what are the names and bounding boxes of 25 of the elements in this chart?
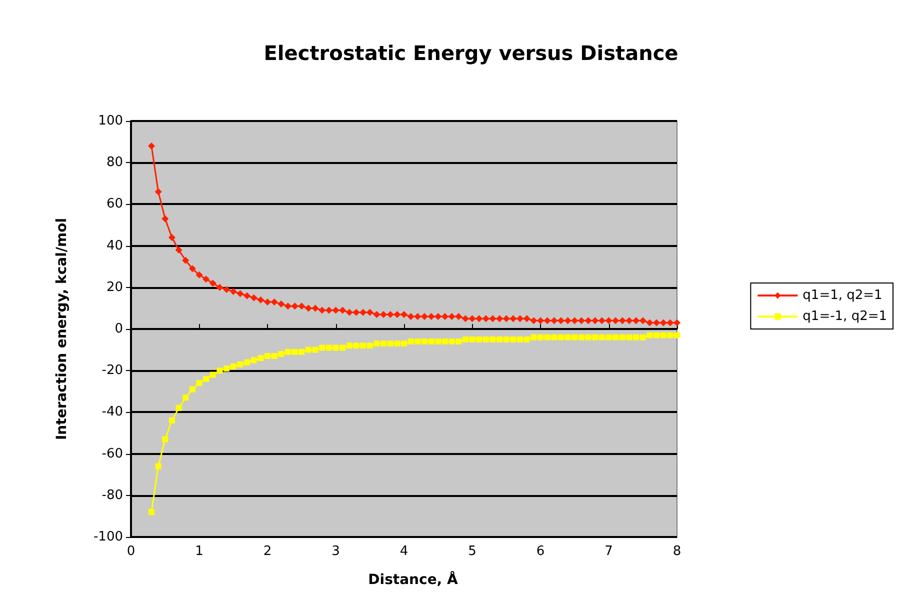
y-tick-label: -20 xyxy=(102,363,123,378)
legend-label: q1=-1, q2=1 xyxy=(802,309,888,324)
y-tick-label: 0 xyxy=(114,322,123,336)
x-tick-label: 4 xyxy=(400,544,408,559)
y-tick-label: 80 xyxy=(106,155,123,170)
y-tick-label: -100 xyxy=(93,530,123,544)
y-tick-label: 20 xyxy=(106,280,123,295)
chart-title: Electrostatic Energy versus Distance xyxy=(264,41,678,65)
x-tick-label: 2 xyxy=(263,544,272,559)
x-axis-title: Distance, Å xyxy=(368,571,458,588)
y-tick-label: 40 xyxy=(106,238,123,254)
legend-label: q1=1, q2=1 xyxy=(802,288,882,303)
y-tick-label: 60 xyxy=(106,196,123,212)
y-tick-label: -40 xyxy=(102,404,123,420)
y-axis-title: Interaction energy, kcal/mol xyxy=(54,218,70,440)
x-tick-label: 8 xyxy=(672,544,682,559)
y-tick-label: 100 xyxy=(98,114,123,128)
x-tick-label: 0 xyxy=(126,544,136,559)
x-tick-label: 1 xyxy=(195,544,204,559)
x-tick-label: 6 xyxy=(536,544,545,559)
x-tick-label: 3 xyxy=(332,544,340,559)
x-tick-label: 7 xyxy=(604,544,613,559)
x-tick-label: 5 xyxy=(468,544,476,559)
y-tick-label: -80 xyxy=(102,488,123,503)
y-tick-label: -60 xyxy=(102,446,123,462)
